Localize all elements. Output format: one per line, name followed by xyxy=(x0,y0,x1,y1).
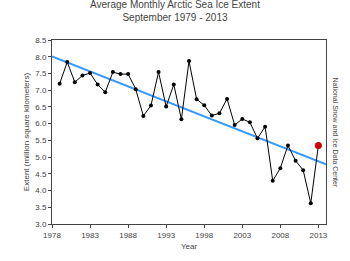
svg-text:3.5: 3.5 xyxy=(35,203,47,212)
svg-text:2008: 2008 xyxy=(271,231,289,240)
svg-text:7.0: 7.0 xyxy=(35,86,47,95)
svg-text:6.5: 6.5 xyxy=(35,103,47,112)
svg-text:Average Monthly Arctic Sea Ice: Average Monthly Arctic Sea Ice ExtentSep… xyxy=(90,0,260,23)
svg-text:5.0: 5.0 xyxy=(35,153,47,162)
svg-text:1998: 1998 xyxy=(195,231,213,240)
svg-text:7.5: 7.5 xyxy=(35,69,47,78)
svg-text:1983: 1983 xyxy=(81,231,99,240)
svg-text:8.5: 8.5 xyxy=(35,36,47,45)
svg-text:1988: 1988 xyxy=(119,231,137,240)
svg-text:1978: 1978 xyxy=(43,231,61,240)
svg-text:8.0: 8.0 xyxy=(35,53,47,62)
svg-text:2013: 2013 xyxy=(309,231,327,240)
svg-text:3.0: 3.0 xyxy=(35,220,47,229)
svg-text:4.5: 4.5 xyxy=(35,170,47,179)
svg-text:1993: 1993 xyxy=(157,231,175,240)
svg-text:2003: 2003 xyxy=(233,231,251,240)
svg-text:Year: Year xyxy=(181,242,198,251)
svg-text:National Snow and Ice Data Cen: National Snow and Ice Data Center xyxy=(332,78,339,188)
svg-text:Extent (million square kilomet: Extent (million square kilometers) xyxy=(22,73,31,192)
svg-text:5.5: 5.5 xyxy=(35,136,47,145)
svg-text:6.0: 6.0 xyxy=(35,119,47,128)
svg-text:4.0: 4.0 xyxy=(35,186,47,195)
